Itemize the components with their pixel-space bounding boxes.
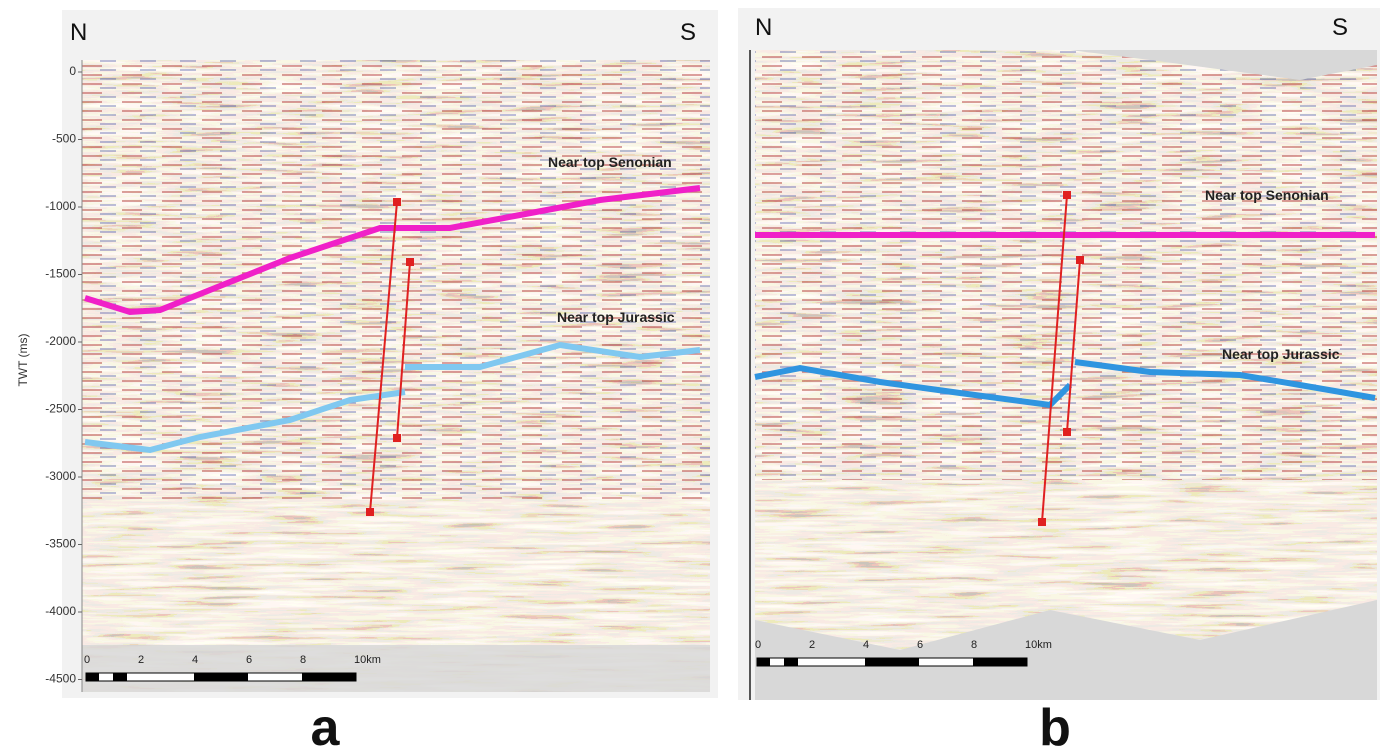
scale-label: 8 [971,639,977,651]
gray-area [82,645,710,692]
scale-label: 2 [809,639,815,651]
y-tick-label: -1500 [45,267,76,281]
horizon-label: Near top Jurassic [557,309,675,325]
y-tick-label: 0 [69,64,76,78]
y-tick-label: -500 [52,132,76,146]
y-tick-label: -4500 [45,672,76,686]
reflectors [755,50,1377,480]
fault-end [1063,191,1071,199]
south-label: S [1332,14,1348,41]
scale-label: 6 [246,654,252,666]
fault-end [1038,518,1046,526]
fault-end [1063,428,1071,436]
north-label: N [70,19,87,46]
scale-label: 2 [138,654,144,666]
scale-bar [757,658,1027,666]
scale-label: 10km [354,654,381,666]
scale-label: 10km [1025,639,1052,651]
y-tick-label: -4000 [45,604,76,618]
y-tick-label: -1000 [45,199,76,213]
panel-label: b [1039,699,1071,753]
north-label: N [755,14,772,41]
panel-label: a [311,699,341,753]
fault-end [366,508,374,516]
y-tick-label: -2500 [45,402,76,416]
fault-end [393,434,401,442]
horizon-label: Near top Senonian [1205,187,1329,203]
scale-bar [86,673,356,681]
scale-label: 4 [192,654,198,666]
scale-label: 8 [300,654,306,666]
y-tick-label: -3500 [45,537,76,551]
figure: N S TWT (ms) Near top Senonian Near top … [0,0,1383,753]
y-tick-label: -2000 [45,334,76,348]
fault-end [393,198,401,206]
horizon-label: Near top Jurassic [1222,346,1340,362]
scale-label: 0 [755,639,761,651]
scale-label: 4 [863,639,869,651]
fault-end [1076,256,1084,264]
fault-end [406,258,414,266]
horizon-label: Near top Senonian [548,154,672,170]
south-label: S [680,19,696,46]
scale-label: 0 [84,654,90,666]
y-tick-label: -3000 [45,469,76,483]
y-axis-title: TWT (ms) [16,333,30,386]
scale-label: 6 [917,639,923,651]
